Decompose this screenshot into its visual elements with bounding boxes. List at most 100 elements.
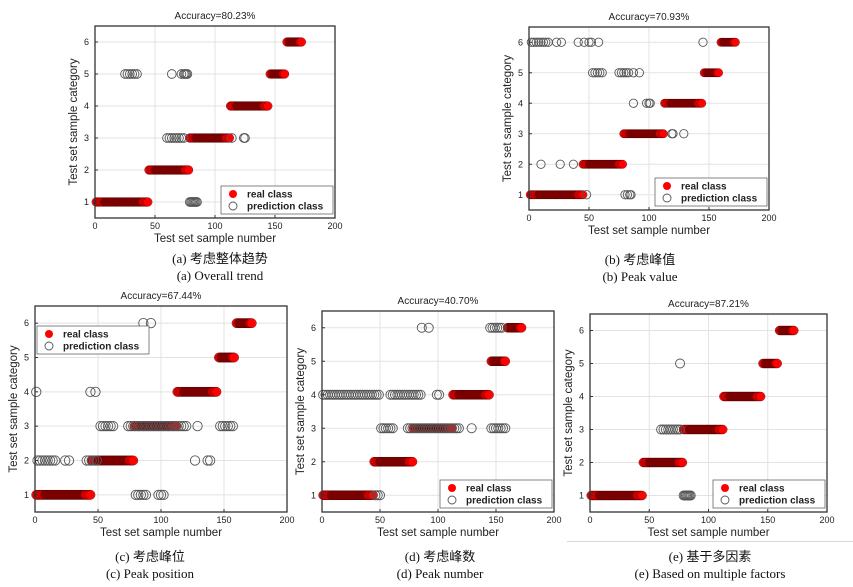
prediction-class-point	[162, 133, 172, 143]
y-axis-label: Test set sample category	[68, 58, 80, 185]
real-class-segment	[716, 37, 740, 47]
prediction-class-point	[192, 197, 202, 207]
prediction-class-point	[127, 69, 138, 79]
chart-title: Accuracy=80.23%	[175, 11, 256, 22]
y-tick-label: 4	[311, 390, 316, 400]
caption-cn-d: (d) 考虑峰数	[404, 549, 476, 564]
prediction-class-point	[492, 322, 503, 333]
legend-real-label: real class	[63, 330, 109, 341]
y-tick-label: 5	[24, 353, 29, 363]
prediction-class-point	[556, 37, 567, 47]
x-tick-label: 150	[760, 515, 775, 525]
x-tick-label: 200	[279, 515, 294, 525]
real-class-point	[263, 101, 273, 111]
real-class-point	[280, 69, 290, 79]
real-class-point	[211, 386, 222, 397]
x-tick-label: 200	[546, 515, 561, 525]
prediction-class-point	[685, 490, 696, 501]
prediction-class-point	[85, 386, 96, 397]
caption-cn-c: (c) 考虑峰位	[115, 549, 185, 564]
prediction-class-point	[555, 159, 565, 169]
x-tick-label: 0	[587, 515, 592, 525]
prediction-class-point	[497, 423, 508, 434]
x-tick-label: 150	[267, 221, 282, 231]
prediction-class-point	[145, 421, 157, 432]
prediction-class-point	[165, 421, 177, 432]
prediction-class-point	[170, 421, 182, 432]
prediction-class-point	[176, 421, 187, 432]
prediction-class-point	[158, 489, 169, 500]
prediction-class-point	[370, 490, 381, 501]
prediction-class-point	[628, 98, 639, 108]
prediction-class-point	[597, 68, 607, 78]
prediction-class-point	[150, 421, 162, 432]
legend-box	[220, 185, 334, 215]
prediction-class-point	[189, 455, 201, 466]
prediction-class-point	[531, 37, 541, 47]
prediction-class-point	[526, 37, 537, 47]
real-class-point	[224, 133, 234, 143]
x-tick-label: 50	[93, 515, 103, 525]
prediction-class-point	[423, 322, 434, 333]
legend-prediction-label: prediction class	[681, 194, 758, 205]
chart-title: Accuracy=70.93%	[609, 12, 690, 23]
prediction-class-point	[579, 37, 589, 47]
prediction-class-point	[155, 489, 167, 500]
prediction-class-point	[623, 68, 634, 78]
legend-prediction-label: prediction class	[247, 202, 324, 213]
prediction-class-point	[226, 133, 237, 143]
y-axis-label: Test set sample category	[502, 55, 514, 182]
y-tick-label: 5	[311, 356, 316, 366]
prediction-class-point	[551, 37, 562, 47]
y-tick-label: 4	[24, 387, 29, 397]
prediction-class-point	[408, 389, 419, 400]
legend-real-marker	[721, 484, 729, 492]
real-class-segment	[486, 356, 511, 367]
legend-prediction-marker	[44, 341, 54, 351]
x-axis-label: Test set sample number	[154, 233, 276, 245]
legend-prediction-marker	[720, 495, 730, 505]
prediction-class-point	[372, 490, 383, 501]
prediction-class-point	[133, 489, 144, 500]
prediction-class-point	[495, 423, 506, 434]
real-class-segment	[719, 391, 766, 402]
prediction-class-point	[91, 455, 102, 466]
x-axis-label: Test set sample number	[588, 225, 710, 237]
y-tick-label: 5	[518, 68, 523, 78]
prediction-class-point	[416, 322, 427, 333]
prediction-class-point	[164, 133, 175, 143]
y-tick-label: 5	[84, 69, 89, 79]
real-class-point	[246, 318, 257, 329]
prediction-class-point	[107, 421, 119, 432]
x-tick-label: 0	[526, 213, 531, 223]
real-class-point	[516, 322, 527, 333]
prediction-class-point	[453, 423, 464, 434]
prediction-class-point	[153, 489, 164, 500]
prediction-class-point	[122, 69, 133, 79]
x-tick-label: 100	[641, 213, 656, 223]
y-tick-label: 3	[311, 423, 316, 433]
prediction-class-point	[135, 421, 146, 432]
prediction-class-point	[227, 421, 238, 432]
x-tick-label: 150	[701, 213, 716, 223]
real-class-segment	[172, 386, 222, 397]
prediction-class-point	[95, 421, 106, 432]
prediction-class-point	[130, 421, 141, 432]
y-tick-label: 1	[579, 491, 584, 501]
prediction-class-point	[145, 318, 157, 329]
real-class-segment	[586, 490, 647, 501]
caption-cn-b: (b) 考虑峰值	[604, 252, 676, 267]
prediction-class-point	[675, 424, 686, 435]
caption-en-b: (b) Peak value	[602, 269, 678, 284]
legend-real-marker	[229, 190, 237, 198]
prediction-class-point	[590, 68, 600, 78]
prediction-class-point	[160, 421, 172, 432]
real-class-point	[637, 490, 647, 501]
legend-prediction-marker	[228, 201, 238, 211]
prediction-class-point	[153, 421, 164, 432]
real-class-segment	[31, 489, 96, 500]
y-tick-label: 5	[579, 359, 584, 369]
real-class-segment	[185, 133, 234, 143]
y-tick-label: 3	[518, 129, 523, 139]
